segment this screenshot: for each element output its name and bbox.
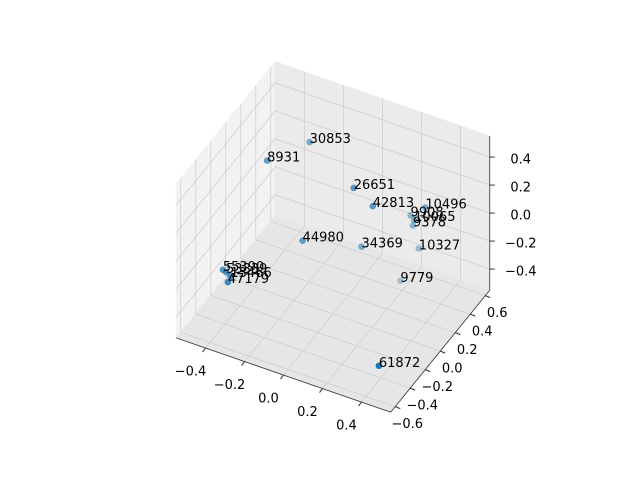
y-tick-label: −0.2 [421, 380, 453, 395]
tick-mark [485, 295, 491, 299]
point-label: 47179 [228, 272, 269, 287]
point-label: 10496 [425, 198, 466, 213]
grid-line [275, 110, 490, 186]
point [407, 211, 414, 219]
tick-mark [455, 332, 461, 336]
point-label: 9779 [400, 271, 433, 286]
z-tick-label: 0.4 [510, 153, 531, 168]
z-tick-label: −0.2 [505, 237, 537, 252]
x-axis-line [176, 337, 391, 413]
grid-line [180, 331, 396, 408]
grid-line [275, 194, 490, 270]
point [410, 216, 418, 224]
x-tick-label: −0.4 [175, 365, 207, 380]
point-label: 9908 [411, 205, 444, 220]
point-label: 44980 [303, 231, 344, 246]
grid-line [240, 257, 456, 334]
grid-line [195, 313, 411, 389]
grid-line [175, 138, 276, 262]
x-tick-label: 0.2 [297, 405, 318, 420]
z-tick-label: 0.0 [510, 209, 531, 224]
point [224, 278, 232, 286]
grid-line [275, 82, 490, 158]
point [358, 243, 365, 250]
point [375, 362, 383, 370]
grid [175, 67, 490, 408]
point-label: 13466 [230, 266, 271, 281]
point-label: 10327 [419, 239, 460, 254]
x-tick-label: −0.2 [214, 378, 246, 393]
y-tick-label: 0.6 [487, 306, 508, 321]
grid-line [175, 82, 276, 206]
axes: −0.4 −0.2 0.0 0.2 0.4 −0.6 −0.4 −0.2 0.0 0.2 0.4 0.… [175, 136, 537, 434]
point-label: 9378 [413, 215, 446, 230]
grid-line [275, 166, 490, 242]
point-label: 42813 [373, 196, 414, 211]
x-tick-label: 0.4 [336, 419, 357, 434]
point-label: 53339 [226, 262, 267, 277]
y-tick-label: 0.2 [457, 343, 478, 358]
tick-mark [425, 369, 431, 373]
grid-line [225, 276, 441, 352]
point-label: 61872 [379, 356, 420, 371]
z-tick-label: 0.2 [510, 181, 531, 196]
point-label: 55390 [223, 260, 264, 275]
point-label: 10065 [414, 210, 455, 225]
tick-mark [395, 406, 401, 410]
tick-mark [358, 401, 362, 407]
grid-line [175, 194, 276, 318]
grid-line [210, 294, 426, 371]
y-tick-label: −0.4 [406, 399, 438, 414]
point [227, 272, 234, 280]
point [263, 157, 271, 164]
y-tick-label: −0.6 [391, 417, 423, 432]
point [397, 277, 404, 285]
grid-line [275, 138, 490, 214]
tick-mark [202, 347, 206, 353]
point [369, 202, 377, 210]
point-label: 26651 [354, 178, 395, 193]
y-tick-label: 0.0 [442, 362, 463, 377]
x-tick-label: 0.0 [258, 392, 279, 407]
point [409, 222, 417, 229]
grid-line [270, 220, 486, 297]
tick-mark [440, 350, 446, 354]
z-tick-label: −0.4 [505, 265, 537, 280]
point-label: 8931 [267, 151, 300, 166]
y-tick-label: 0.4 [472, 325, 493, 340]
grid-line [175, 166, 276, 290]
point [415, 245, 423, 252]
tick-mark [410, 387, 416, 391]
y-axis-line [390, 289, 491, 413]
tick-mark [280, 374, 284, 380]
point [222, 268, 230, 276]
point [306, 138, 313, 146]
tick-mark [319, 388, 323, 393]
point [422, 204, 429, 211]
tick-mark [241, 361, 245, 366]
point [299, 237, 306, 244]
point-label: 34369 [362, 237, 403, 252]
point-label: 30853 [310, 132, 351, 147]
point [350, 184, 358, 192]
grid-line [255, 239, 471, 315]
tick-mark [470, 313, 476, 317]
grid-line [175, 110, 276, 234]
